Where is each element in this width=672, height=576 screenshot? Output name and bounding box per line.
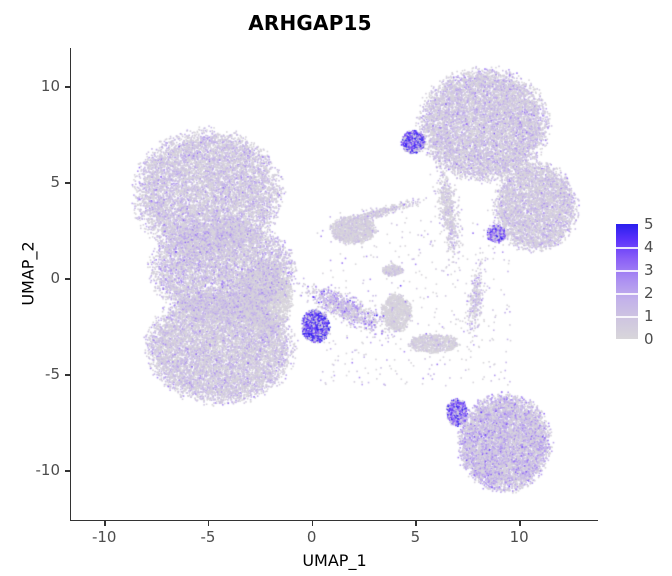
colorbar-tick-label: 3 [644, 261, 654, 279]
y-tick-mark [65, 278, 70, 280]
colorbar-tick-mark [616, 293, 638, 295]
colorbar-tick-mark [616, 316, 638, 318]
y-tick-mark [65, 470, 70, 472]
x-axis-title: UMAP_1 [302, 551, 367, 570]
colorbar-tick-mark [616, 247, 638, 249]
colorbar-tick-mark [616, 270, 638, 272]
y-tick-label: 10 [40, 77, 60, 96]
page-title: ARHGAP15 [248, 11, 372, 35]
scatter-point-cloud [71, 48, 598, 520]
x-tick-label: 5 [410, 528, 421, 546]
x-tick-mark [415, 521, 417, 526]
colorbar-tick-label: 0 [644, 330, 654, 348]
x-tick-label: -5 [200, 528, 216, 546]
y-axis-line [70, 48, 72, 521]
x-tick-label: -10 [91, 528, 117, 546]
y-tick-label: 5 [50, 173, 60, 192]
x-tick-mark [519, 521, 521, 526]
y-tick-label: -5 [45, 365, 60, 384]
x-tick-label: 10 [509, 528, 529, 546]
y-axis-title: UMAP_2 [18, 241, 38, 306]
y-tick-mark [65, 86, 70, 88]
y-tick-label: 0 [50, 269, 60, 288]
colorbar-gradient [616, 224, 638, 339]
y-tick-label: -10 [35, 461, 61, 480]
colorbar-tick-label: 5 [644, 215, 654, 233]
colorbar-tick-label: 1 [644, 307, 654, 325]
x-tick-mark [207, 521, 210, 526]
x-tick-label: 0 [306, 528, 317, 546]
colorbar-tick-label: 4 [644, 238, 654, 256]
x-tick-mark [311, 521, 314, 526]
y-tick-mark [65, 374, 70, 376]
x-tick-mark [104, 521, 106, 526]
colorbar-tick-label: 2 [644, 284, 654, 302]
x-axis-line [70, 520, 598, 522]
y-tick-mark [65, 182, 70, 184]
